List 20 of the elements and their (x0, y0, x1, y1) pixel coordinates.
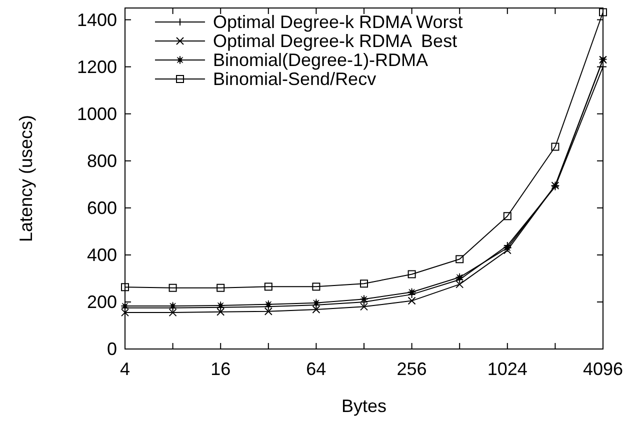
legend-label: Optimal Degree-k RDMA Worst (213, 12, 463, 32)
y-axis-title: Latency (usecs) (16, 114, 36, 242)
y-tick-label: 0 (106, 339, 117, 359)
legend-label: Optimal Degree-k RDMA Best (213, 31, 458, 51)
x-axis-title: Bytes (341, 396, 387, 416)
x-tick-label: 256 (396, 359, 427, 379)
x-tick-label: 4 (120, 359, 130, 379)
y-tick-label: 400 (86, 244, 117, 265)
x-tick-label: 1024 (487, 359, 528, 379)
x-tick-label: 4096 (582, 359, 624, 379)
y-tick-label: 600 (86, 198, 117, 218)
y-tick-label: 1000 (76, 104, 117, 124)
y-tick-label: 1400 (76, 10, 117, 30)
y-tick-label: 800 (86, 150, 117, 171)
legend-label: Binomial-Send/Recv (213, 69, 376, 89)
y-tick-label: 200 (86, 292, 117, 312)
x-tick-label: 64 (306, 359, 326, 379)
y-tick-label: 1200 (76, 56, 117, 77)
x-tick-label: 16 (210, 359, 231, 379)
legend-label: Binomial(Degree-1)-RDMA (213, 50, 428, 70)
